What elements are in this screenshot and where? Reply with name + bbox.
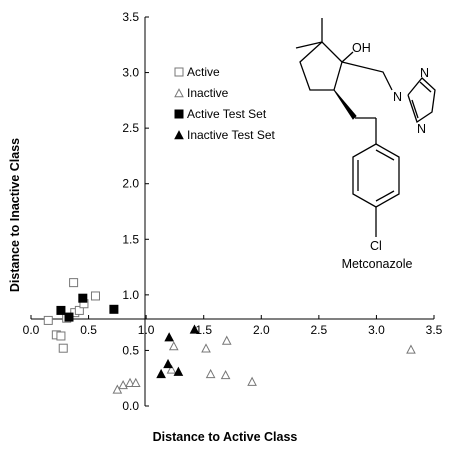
point-inactive [166,364,177,374]
point-inactive [406,344,416,354]
point-active [58,343,68,353]
legend-marker-active-test-set [174,109,184,119]
y-axis-ticks: 0.0 0.5 1.0 1.5 2.0 2.5 3.0 3.5 [122,10,149,413]
y-tick-label: 0.0 [122,399,139,413]
legend-marker-inactive [174,88,184,98]
point-active [90,291,100,301]
atom-n2: N [420,66,429,80]
point-inactive [112,384,123,394]
atom-n1: N [393,90,402,104]
legend-marker-inactive-test-set [174,130,184,140]
point-inactive [221,335,232,345]
point-active [69,278,79,288]
point-inactive-test-set [156,368,166,379]
point-inactive [168,341,179,351]
methylene-to-triazole [341,61,393,91]
point-inactive-test-set [189,324,200,334]
point-inactive [201,343,211,353]
point-active-test-set [109,304,119,314]
legend-marker-active [174,67,184,77]
point-inactive [205,368,216,379]
legend-label-active: Active [187,65,220,79]
point-inactive-test-set [173,366,184,376]
x-axis-ticks: 0.0 0.5 1.0 1.5 2.0 2.5 3.0 3.5 [23,315,443,337]
wedge-bond [333,89,357,120]
x-tick-label: 0.5 [80,323,97,337]
point-inactive-test-set [163,358,173,369]
hydroxyl-bond [341,51,354,63]
y-tick-label: 3.0 [122,66,139,80]
x-tick-label: 0.0 [23,323,40,337]
x-tick-label: 3.0 [368,323,385,337]
benzene-ring [352,143,400,208]
point-active-test-set [78,293,88,303]
point-inactive [125,377,135,387]
point-active-test-set [64,312,74,322]
x-tick-label: 2.0 [253,323,270,337]
legend: Active Inactive Active Test Set Inactive Te… [174,65,275,142]
triazole-double-bond-b [411,99,419,119]
legend-label-inactive: Inactive [187,86,229,100]
x-tick-label: 3.5 [426,323,443,337]
point-inactive [130,377,141,387]
methyl-bond-a [295,41,323,49]
data-points [43,278,416,394]
y-tick-label: 0.5 [122,343,139,357]
y-tick-label: 2.5 [122,121,139,135]
x-tick-label: 2.5 [311,323,328,337]
atom-oh: OH [352,41,371,55]
cyclopentane-ring [299,41,343,91]
benzene-inner-bond-a [375,149,395,161]
y-tick-label: 1.0 [122,288,139,302]
atom-n3: N [417,122,426,136]
point-active [56,331,66,341]
point-inactive [118,380,128,390]
point-inactive [247,376,257,386]
y-tick-label: 3.5 [122,10,139,24]
y-axis-title: Distance to Inactive Class [8,138,22,292]
benzene-inner-bond-b [375,190,395,202]
metconazole-structure [295,18,436,237]
x-axis-title: Distance to Active Class [153,430,298,444]
compound-name: Metconazole [342,257,413,271]
y-tick-label: 2.0 [122,177,139,191]
atom-cl: Cl [370,239,382,253]
legend-label-active-test-set: Active Test Set [187,107,267,121]
point-inactive-test-set [164,332,174,342]
point-active [74,305,84,315]
triazole-ring [407,77,436,124]
legend-label-inactive-test-set: Inactive Test Set [187,128,275,142]
point-inactive [220,370,231,380]
point-active-test-set [56,305,66,315]
x-tick-label: 1.0 [138,323,155,337]
point-active [43,315,53,325]
x-tick-label: 1.5 [195,323,212,337]
y-tick-label: 1.5 [122,232,139,246]
triazole-double-bond [419,81,432,93]
